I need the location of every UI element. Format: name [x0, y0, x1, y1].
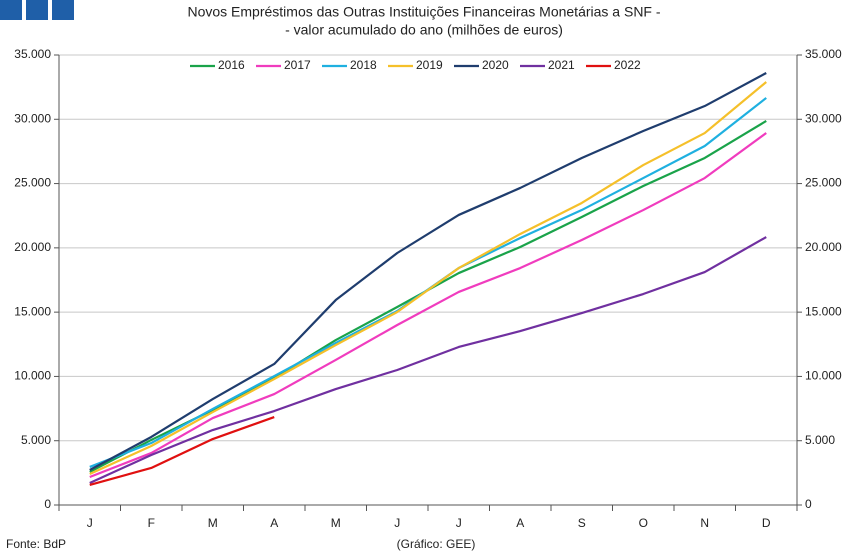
- y-tick-label: 15.000: [14, 304, 51, 318]
- legend-label: 2019: [416, 58, 443, 72]
- legend-label: 2018: [350, 58, 377, 72]
- y2-tick-label: 15.000: [805, 304, 842, 318]
- legend-label: 2020: [482, 58, 509, 72]
- y2-tick-label: 5.000: [805, 433, 835, 447]
- x-tick-label: S: [578, 516, 586, 530]
- y2-tick-label: 10.000: [805, 369, 842, 383]
- y-tick-label: 30.000: [14, 111, 51, 125]
- legend-label: 2022: [614, 58, 641, 72]
- x-tick-label: J: [456, 516, 462, 530]
- x-tick-label: N: [700, 516, 709, 530]
- x-tick-label: J: [87, 516, 93, 530]
- series-line: [89, 120, 767, 473]
- logo-square: [52, 0, 74, 20]
- x-tick-label: F: [148, 516, 155, 530]
- y-tick-label: 5.000: [21, 433, 51, 447]
- x-tick-label: J: [394, 516, 400, 530]
- legend-label: 2016: [218, 58, 245, 72]
- legend-label: 2021: [548, 58, 575, 72]
- y2-tick-label: 30.000: [805, 111, 842, 125]
- y-tick-label: 10.000: [14, 369, 51, 383]
- series-line: [89, 81, 767, 476]
- y2-tick-label: 35.000: [805, 47, 842, 61]
- x-tick-label: M: [208, 516, 218, 530]
- y-tick-label: 20.000: [14, 240, 51, 254]
- logo-square: [0, 0, 22, 20]
- x-tick-label: A: [516, 516, 524, 530]
- x-tick-label: O: [639, 516, 648, 530]
- x-tick-label: M: [331, 516, 341, 530]
- source-note: Fonte: BdP: [6, 537, 66, 551]
- y-tick-label: 25.000: [14, 176, 51, 190]
- y-tick-label: 0: [44, 497, 51, 511]
- logo-square: [26, 0, 48, 20]
- y2-tick-label: 0: [805, 497, 812, 511]
- chart-title: Novos Empréstimos das Outras Instituiçõe…: [187, 4, 660, 20]
- y2-tick-label: 25.000: [805, 176, 842, 190]
- chart-subtitle: - valor acumulado do ano (milhões de eur…: [285, 22, 563, 38]
- series-line: [89, 132, 767, 478]
- credit-note: (Gráfico: GEE): [397, 537, 476, 551]
- y-tick-label: 35.000: [14, 47, 51, 61]
- legend-label: 2017: [284, 58, 311, 72]
- series-line: [89, 416, 275, 487]
- series-line: [89, 236, 767, 485]
- x-tick-label: A: [270, 516, 278, 530]
- y2-tick-label: 20.000: [805, 240, 842, 254]
- series-line: [89, 72, 767, 471]
- x-tick-label: D: [762, 516, 771, 530]
